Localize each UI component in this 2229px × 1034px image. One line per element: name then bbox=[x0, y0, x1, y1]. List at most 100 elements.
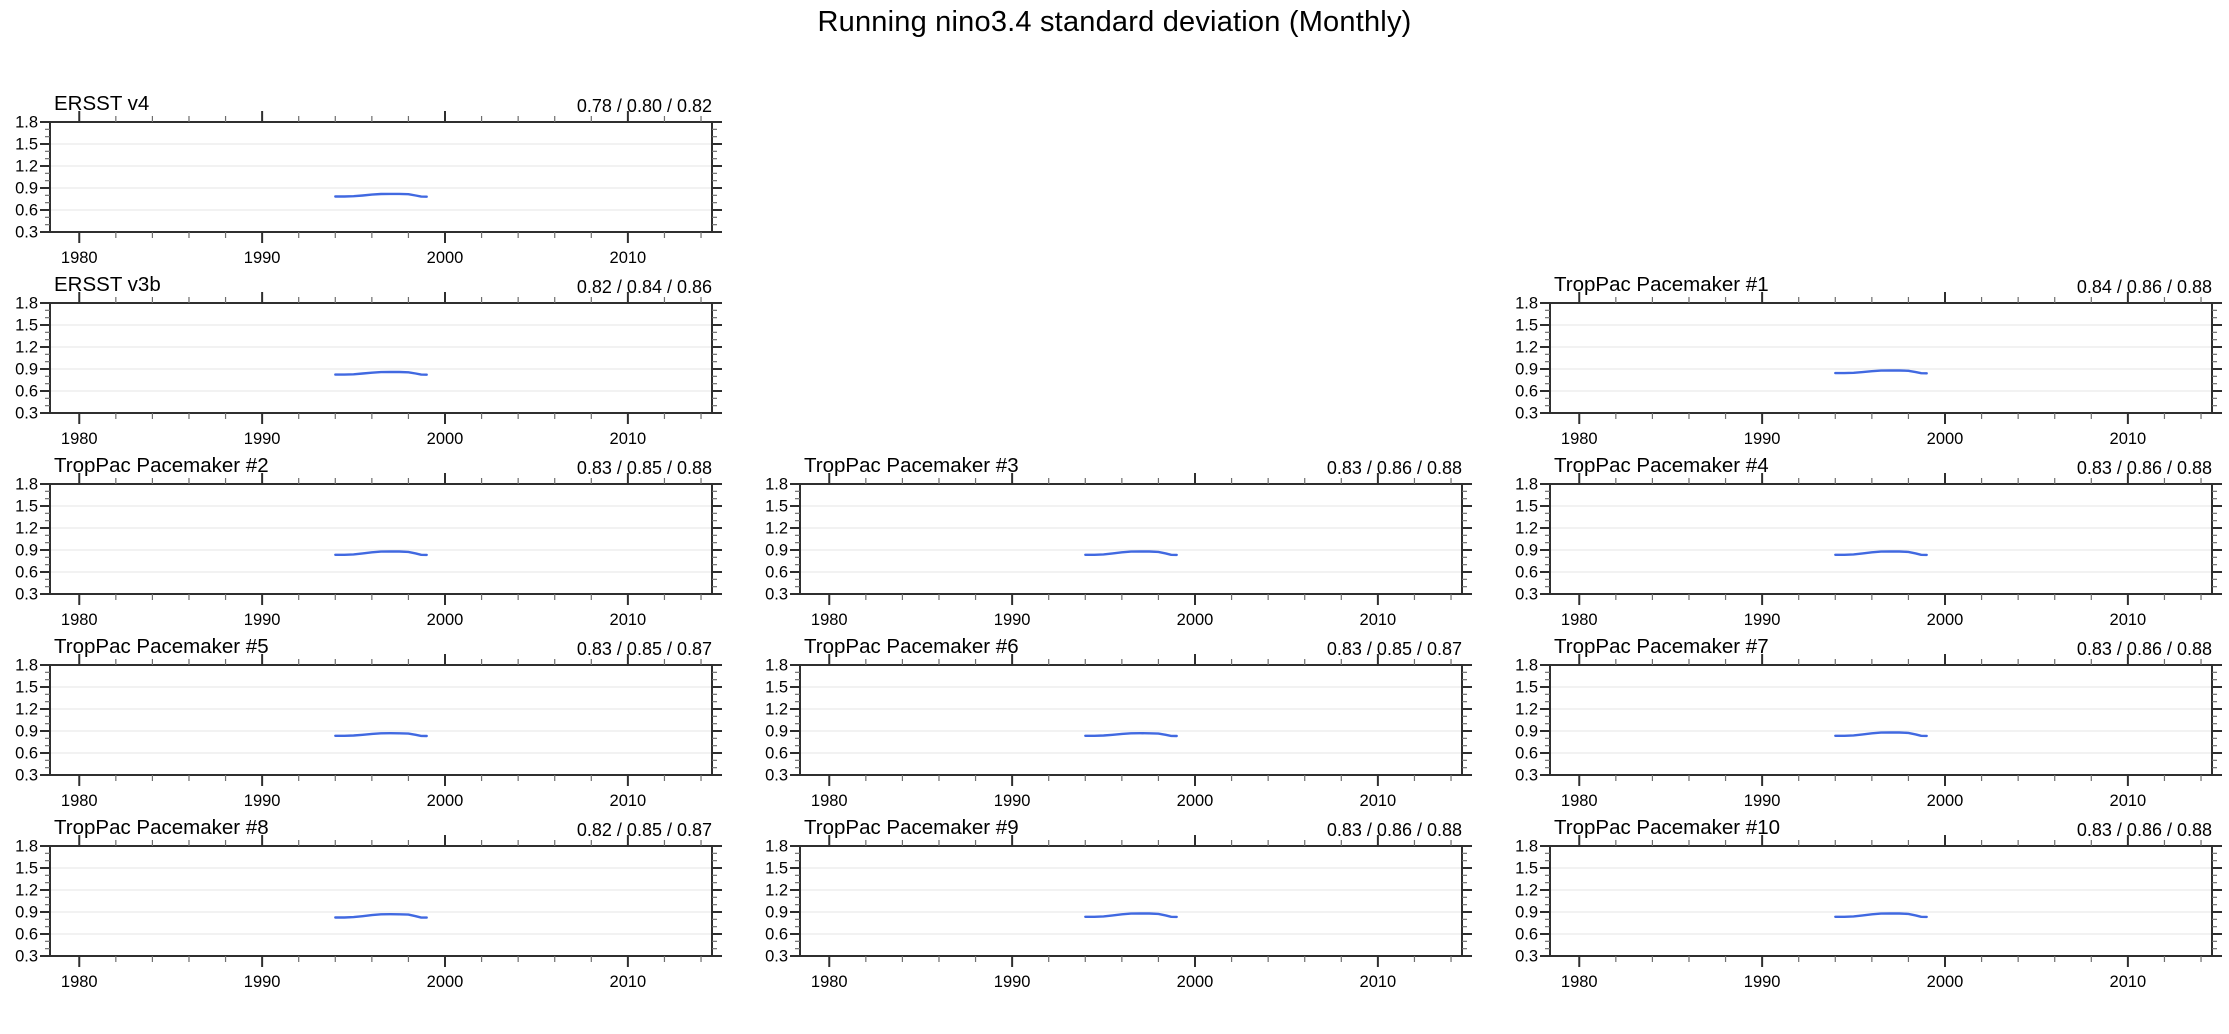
y-tick-label: 0.3 bbox=[1515, 767, 1538, 785]
y-tick-label: 0.3 bbox=[15, 948, 38, 966]
y-tick-label: 1.2 bbox=[1515, 520, 1538, 538]
panel-svg: 1980 1990 2000 2010 0.3 0.6 0.9 1.2 1.5 1.8 ERSST … bbox=[15, 92, 722, 267]
panel-svg: 1980 1990 2000 2010 0.3 0.6 0.9 1.2 1.5 1.8 TropPa… bbox=[1515, 816, 2222, 991]
data-line bbox=[1084, 550, 1178, 557]
x-tick-label: 1980 bbox=[811, 611, 848, 629]
x-tick-label: 1980 bbox=[1561, 611, 1598, 629]
x-tick-label: 2000 bbox=[1927, 792, 1964, 810]
x-tick-label: 1980 bbox=[811, 973, 848, 991]
panel-title: TropPac Pacemaker #3 bbox=[804, 454, 1019, 477]
y-tick-label: 0.6 bbox=[765, 926, 788, 944]
chart-panel: 1980 1990 2000 2010 0.3 0.6 0.9 1.2 1.5 1.8 TropPa… bbox=[0, 790, 740, 992]
chart-panel: 1980 1990 2000 2010 0.3 0.6 0.9 1.2 1.5 1.8 TropPa… bbox=[1500, 428, 2229, 630]
panel-title: TropPac Pacemaker #4 bbox=[1554, 454, 1769, 477]
grid-lines bbox=[50, 867, 712, 935]
y-tick-label: 0.6 bbox=[765, 564, 788, 582]
x-tick-label: 2010 bbox=[2110, 430, 2147, 448]
panel-stats: 0.83 / 0.86 / 0.88 bbox=[2077, 639, 2212, 659]
plot-box bbox=[49, 845, 713, 957]
x-tick-label: 2000 bbox=[427, 611, 464, 629]
tick-marks bbox=[40, 473, 722, 605]
y-tick-label: 1.8 bbox=[765, 657, 788, 675]
y-tick-label: 1.8 bbox=[15, 838, 38, 856]
y-tick-label: 0.3 bbox=[15, 767, 38, 785]
panel-svg: 1980 1990 2000 2010 0.3 0.6 0.9 1.2 1.5 1.8 TropPa… bbox=[765, 635, 1472, 810]
y-tick-label: 0.6 bbox=[1515, 383, 1538, 401]
chart-panel: 1980 1990 2000 2010 0.3 0.6 0.9 1.2 1.5 1.8 TropPa… bbox=[1500, 790, 2229, 992]
y-tick-label: 1.2 bbox=[1515, 339, 1538, 357]
figure-title: Running nino3.4 standard deviation (Mont… bbox=[817, 6, 1412, 38]
tick-marks bbox=[790, 835, 1472, 967]
tick-marks bbox=[40, 111, 722, 243]
panel-title: TropPac Pacemaker #8 bbox=[54, 816, 269, 839]
y-tick-label: 1.5 bbox=[15, 860, 38, 878]
plot-box bbox=[799, 664, 1463, 776]
x-tick-label: 1980 bbox=[61, 792, 98, 810]
tick-marks bbox=[1540, 835, 2222, 967]
x-tick-label: 1980 bbox=[61, 611, 98, 629]
data-line bbox=[334, 550, 428, 557]
grid-lines bbox=[1550, 686, 2212, 754]
data-line bbox=[1834, 550, 1928, 557]
plot-box bbox=[1549, 664, 2213, 776]
x-tick-label: 1990 bbox=[994, 973, 1031, 991]
y-tick-label: 0.6 bbox=[765, 745, 788, 763]
x-tick-label: 2000 bbox=[1177, 611, 1214, 629]
y-tick-label: 1.8 bbox=[1515, 657, 1538, 675]
x-tick-label: 1990 bbox=[244, 792, 281, 810]
data-line bbox=[334, 370, 428, 376]
x-tick-label: 2000 bbox=[1927, 973, 1964, 991]
grid-lines bbox=[50, 143, 712, 211]
x-tick-label: 1990 bbox=[244, 430, 281, 448]
chart-panel: 1980 1990 2000 2010 0.3 0.6 0.9 1.2 1.5 1.8 TropPa… bbox=[750, 428, 1490, 630]
panel-svg: 1980 1990 2000 2010 0.3 0.6 0.9 1.2 1.5 1.8 TropPa… bbox=[15, 816, 722, 991]
x-tick-label: 2000 bbox=[1927, 611, 1964, 629]
grid-lines bbox=[50, 686, 712, 754]
y-tick-label: 1.2 bbox=[15, 520, 38, 538]
y-tick-label: 0.9 bbox=[765, 723, 788, 741]
tick-marks bbox=[1540, 292, 2222, 424]
y-tick-label: 1.5 bbox=[15, 498, 38, 516]
y-tick-label: 1.5 bbox=[1515, 860, 1538, 878]
y-tick-label: 0.9 bbox=[1515, 361, 1538, 379]
x-tick-label: 1980 bbox=[61, 430, 98, 448]
panel-svg: 1980 1990 2000 2010 0.3 0.6 0.9 1.2 1.5 1.8 TropPa… bbox=[1515, 273, 2222, 448]
chart-panel: 1980 1990 2000 2010 0.3 0.6 0.9 1.2 1.5 1.8 ERSST … bbox=[0, 247, 740, 449]
y-tick-label: 0.3 bbox=[15, 405, 38, 423]
chart-panel: 1980 1990 2000 2010 0.3 0.6 0.9 1.2 1.5 1.8 TropPa… bbox=[750, 609, 1490, 811]
panel-svg: 1980 1990 2000 2010 0.3 0.6 0.9 1.2 1.5 1.8 ERSST … bbox=[15, 273, 722, 448]
plot-box bbox=[49, 483, 713, 595]
panel-title: TropPac Pacemaker #5 bbox=[54, 635, 269, 658]
y-tick-label: 1.2 bbox=[765, 520, 788, 538]
y-tick-label: 0.6 bbox=[15, 383, 38, 401]
panel-stats: 0.83 / 0.85 / 0.87 bbox=[577, 639, 712, 659]
panel-svg: 1980 1990 2000 2010 0.3 0.6 0.9 1.2 1.5 1.8 TropPa… bbox=[1515, 454, 2222, 629]
y-tick-label: 1.2 bbox=[1515, 882, 1538, 900]
grid-lines bbox=[1550, 505, 2212, 573]
chart-panel: 1980 1990 2000 2010 0.3 0.6 0.9 1.2 1.5 1.8 TropPa… bbox=[1500, 247, 2229, 449]
y-tick-label: 1.2 bbox=[15, 882, 38, 900]
y-tick-label: 0.6 bbox=[15, 926, 38, 944]
x-tick-label: 2000 bbox=[427, 430, 464, 448]
panel-stats: 0.82 / 0.85 / 0.87 bbox=[577, 820, 712, 840]
tick-marks bbox=[40, 654, 722, 786]
tick-marks bbox=[790, 473, 1472, 605]
x-tick-label: 2000 bbox=[1177, 792, 1214, 810]
y-tick-label: 0.3 bbox=[1515, 586, 1538, 604]
y-tick-label: 0.9 bbox=[765, 904, 788, 922]
y-tick-label: 1.2 bbox=[765, 701, 788, 719]
panel-svg: 1980 1990 2000 2010 0.3 0.6 0.9 1.2 1.5 1.8 TropPa… bbox=[765, 816, 1472, 991]
y-tick-label: 1.8 bbox=[15, 114, 38, 132]
x-tick-label: 1990 bbox=[244, 249, 281, 267]
y-tick-label: 0.9 bbox=[15, 723, 38, 741]
x-tick-label: 2010 bbox=[2110, 973, 2147, 991]
x-tick-label: 2000 bbox=[427, 249, 464, 267]
panel-svg: 1980 1990 2000 2010 0.3 0.6 0.9 1.2 1.5 1.8 TropPa… bbox=[765, 454, 1472, 629]
data-line bbox=[1834, 369, 1928, 375]
tick-marks bbox=[790, 654, 1472, 786]
plot-box bbox=[1549, 845, 2213, 957]
y-tick-label: 1.5 bbox=[765, 498, 788, 516]
y-tick-label: 0.3 bbox=[1515, 405, 1538, 423]
grid-lines bbox=[800, 505, 1462, 573]
